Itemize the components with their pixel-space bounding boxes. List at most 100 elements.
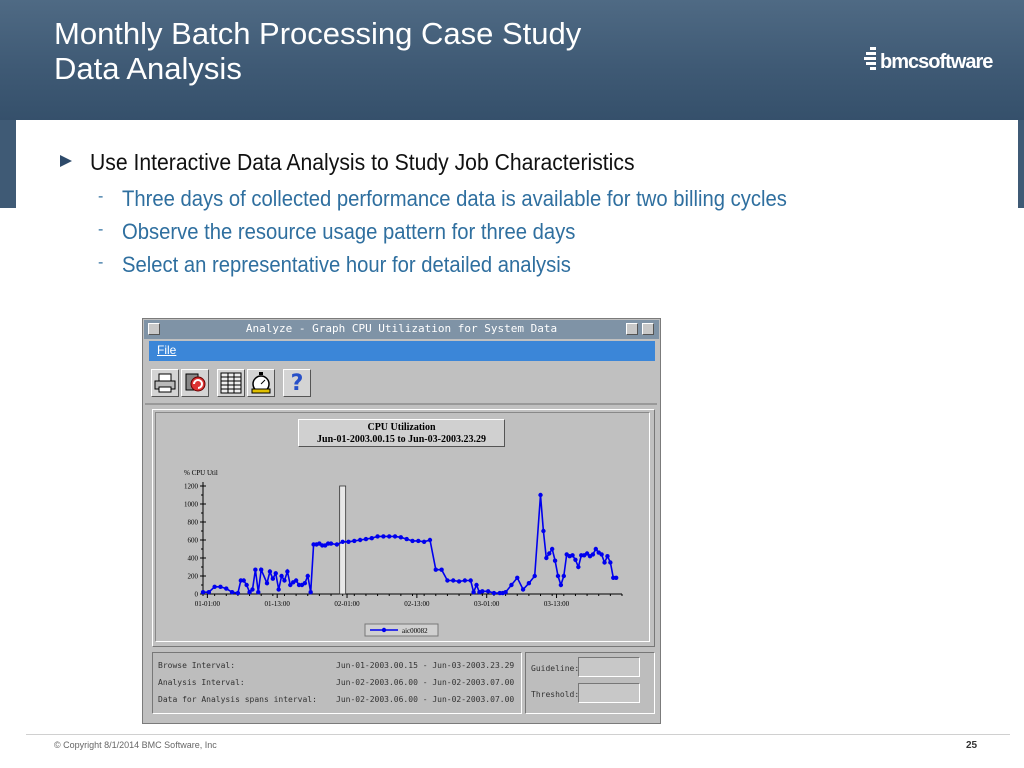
help-icon[interactable]: ? [283,369,311,397]
data-point [398,535,404,540]
sub-bullet-text: Observe the resource usage pattern for t… [122,219,576,244]
interval-info-panel: Browse Interval: Jun-01-2003.00.15 - Jun… [152,652,522,714]
legend-marker [381,627,387,633]
guideline-field[interactable] [578,657,640,677]
data-point [503,590,508,595]
refresh-icon[interactable] [181,369,209,397]
footer-divider [26,734,1010,735]
data-point [224,586,229,591]
data-point [532,573,537,579]
sub-bullet-text: Three days of collected performance data… [122,186,787,211]
data-point [282,578,287,583]
data-point [474,582,479,588]
window-menu-button[interactable] [148,323,160,335]
window-title: Analyze - Graph CPU Utilization for Syst… [245,322,558,335]
data-point [276,587,281,592]
data-point [381,534,386,539]
cpu-utilization-chart: % CPU Util 0 200 400 600 800 1000 1200 01-01:00 0… [184,469,623,637]
data-point [471,590,476,595]
browse-interval-value: Jun-01-2003.00.15 - Jun-03-2003.23.29 [336,661,515,670]
data-point [416,538,421,544]
stopwatch-icon[interactable] [247,369,275,397]
header-accent-left [0,120,16,208]
bmc-logo: bmcsoftware [864,47,994,73]
data-point [375,534,380,539]
menu-bar: File [149,341,655,361]
window-titlebar[interactable]: Analyze - Graph CPU Utilization for Syst… [144,320,659,339]
data-point [267,569,273,574]
data-point [573,557,578,562]
data-point [576,564,581,570]
legend-box [364,623,439,637]
table-icon[interactable] [217,369,245,397]
chart-title-box: CPU Utilization Jun-01-2003.00.15 to Jun… [298,419,505,447]
data-point [404,536,409,542]
data-point [558,582,564,588]
data-point [509,582,514,588]
toolbar: ? [145,365,657,405]
data-point [288,582,293,588]
menu-file[interactable]: File [157,343,177,357]
print-icon[interactable] [151,369,179,397]
data-point [357,537,363,543]
data-point [305,573,310,579]
slide-header: Monthly Batch Processing Case Study Data… [0,0,1024,120]
data-point [328,541,334,546]
data-point [541,528,546,534]
analysis-interval-label: Analysis Interval: [158,678,245,687]
maximize-button[interactable] [642,323,654,335]
threshold-field[interactable] [578,683,640,703]
span-interval-value: Jun-02-2003.06.00 - Jun-02-2003.07.00 [336,695,515,704]
data-point [445,578,450,583]
chart-subtitle: Jun-01-2003.00.15 to Jun-03-2003.23.29 [317,434,486,445]
data-point [308,590,313,595]
data-point [427,537,433,543]
dash-icon: - [98,188,104,205]
analysis-interval-value: Jun-02-2003.06.00 - Jun-02-2003.07.00 [336,678,515,687]
slide-title-line1: Monthly Batch Processing Case Study [54,16,582,51]
main-bullet: Use Interactive Data Analysis to Study J… [90,149,635,175]
data-point [570,553,575,558]
data-point [363,536,369,542]
data-point [247,590,252,595]
data-point [302,581,308,586]
y-tick-label: 400 [188,555,199,563]
data-point [279,573,284,579]
y-tick-label: 1000 [184,501,199,509]
sub-bullet-text: Select an representative hour for detail… [122,252,571,277]
data-point [555,573,561,579]
data-point [547,551,552,556]
y-tick-label: 600 [188,537,199,545]
data-point [200,590,206,595]
y-tick-label: 800 [188,519,199,527]
chart-title: CPU Utilization [367,422,436,433]
dash-icon: - [98,221,104,238]
span-interval-label: Data for Analysis spans interval: [158,695,317,704]
analyze-window: Analyze - Graph CPU Utilization for Syst… [142,318,661,724]
data-point [229,590,235,595]
data-point [270,576,276,581]
data-point [608,560,613,565]
data-point [273,571,278,576]
y-axis-label: % CPU Util [184,469,218,477]
data-point [334,542,340,547]
data-point [538,492,543,498]
graph-frame [152,409,655,647]
data-point [468,578,473,583]
data-point [218,584,223,589]
data-point [241,578,246,583]
series-line [203,494,617,595]
data-point [256,590,261,595]
data-point [235,590,241,596]
x-tick-label: 01-01:00 [195,600,221,608]
y-tick-label: 0 [195,591,199,599]
data-point [480,589,485,594]
data-point [549,546,555,552]
x-tick-label: 02-13:00 [404,600,430,608]
minimize-button[interactable] [626,323,638,335]
data-point [258,567,264,572]
threshold-label: Threshold: [531,690,580,699]
data-point [520,587,526,592]
legend-label: aic00082 [402,627,428,635]
data-point [433,567,438,572]
